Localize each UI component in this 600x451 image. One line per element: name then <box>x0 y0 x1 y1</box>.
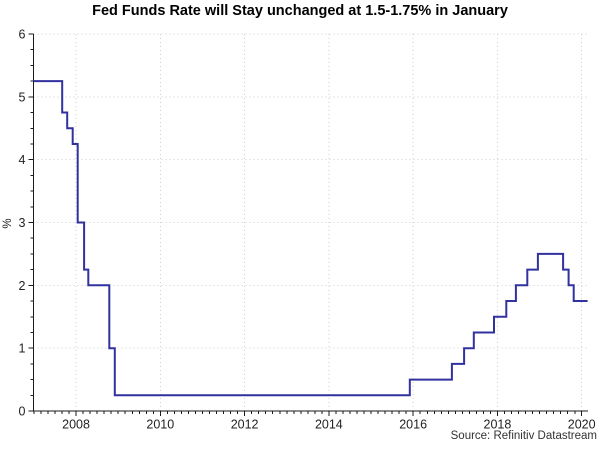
x-tick-label: 2012 <box>231 418 259 432</box>
y-tick-label: 0 <box>19 405 26 419</box>
y-tick-label: 3 <box>19 216 26 230</box>
y-tick-label: 4 <box>19 153 26 167</box>
x-tick-label: 2010 <box>146 418 174 432</box>
x-tick-label: 2016 <box>399 418 427 432</box>
x-tick-label: 2008 <box>62 418 90 432</box>
x-tick-label: 2018 <box>484 418 512 432</box>
y-tick-label: 2 <box>19 279 26 293</box>
source-caption: Source: Refinitiv Datastream <box>450 430 597 442</box>
rate-step-line <box>33 80 588 397</box>
chart-title: Fed Funds Rate will Stay unchanged at 1.… <box>92 3 508 19</box>
y-tick-label: 5 <box>19 90 26 104</box>
y-tick-label: 1 <box>19 342 26 356</box>
y-axis-unit-label: % <box>2 218 14 228</box>
x-tick-label: 2014 <box>315 418 343 432</box>
y-tick-label: 6 <box>19 28 26 42</box>
x-tick-label: 2020 <box>568 418 596 432</box>
